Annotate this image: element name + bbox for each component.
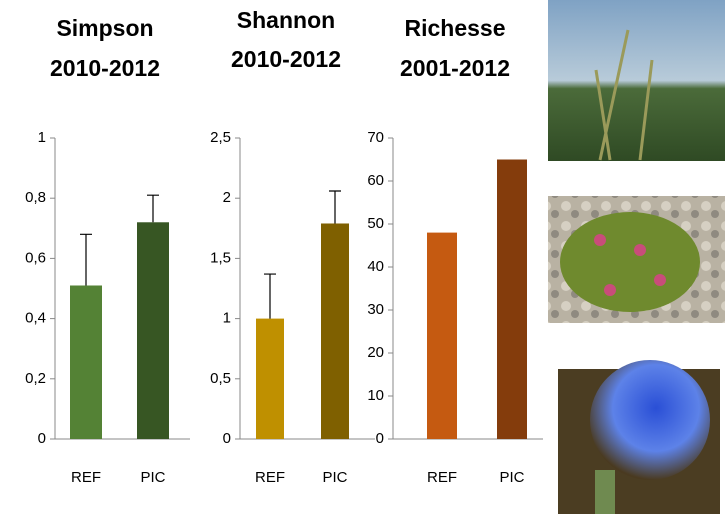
y-tick-label: 0 [38,430,46,447]
bar [497,160,527,440]
x-tick-label: PIC [322,469,347,486]
error-bar [80,234,92,285]
error-bar [147,195,159,222]
bar [427,233,457,439]
y-tick-label: 40 [367,258,384,275]
y-tick-label: 20 [367,344,384,361]
x-tick-label: REF [427,469,457,486]
bar [70,285,102,439]
x-tick-label: REF [255,469,285,486]
photo-cornflower [558,360,720,514]
bar [321,223,349,439]
y-tick-label: 0,8 [25,189,46,206]
chart-title: Shannon [237,7,335,33]
chart-subtitle: 2010-2012 [231,46,341,72]
y-tick-label: 70 [367,129,384,146]
x-tick-label: PIC [499,469,524,486]
y-tick-label: 0,4 [25,310,46,327]
bar [256,319,284,439]
y-tick-label: 50 [367,215,384,232]
y-tick-label: 30 [367,301,384,318]
y-tick-label: 10 [367,387,384,404]
chart-title: Richesse [404,15,505,41]
page: Simpson 2010-2012 0 0,2 0,4 0,6 0,8 1 REF PIC Shan… [0,0,725,514]
y-tick-label: 0,5 [210,370,231,387]
y-tick-label: 0,6 [25,249,46,266]
photo-wheat [548,0,725,161]
x-tick-label: REF [71,469,101,486]
y-tick-label: 1 [38,129,46,146]
bar [137,222,169,439]
error-bar [329,191,341,224]
y-tick-label: 0 [223,430,231,447]
y-tick-label: 0,2 [25,370,46,387]
y-tick-label: 1 [223,310,231,327]
y-tick-label: 2,5 [210,129,231,146]
chart-subtitle: 2001-2012 [400,55,510,81]
photo-plant [548,196,725,323]
x-tick-label: PIC [140,469,165,486]
y-tick-label: 60 [367,172,384,189]
chart-title: Simpson [56,15,153,41]
y-tick-label: 1,5 [210,249,231,266]
error-bar [264,274,276,319]
y-tick-label: 0 [376,430,384,447]
chart-subtitle: 2010-2012 [50,55,160,81]
y-tick-label: 2 [223,189,231,206]
